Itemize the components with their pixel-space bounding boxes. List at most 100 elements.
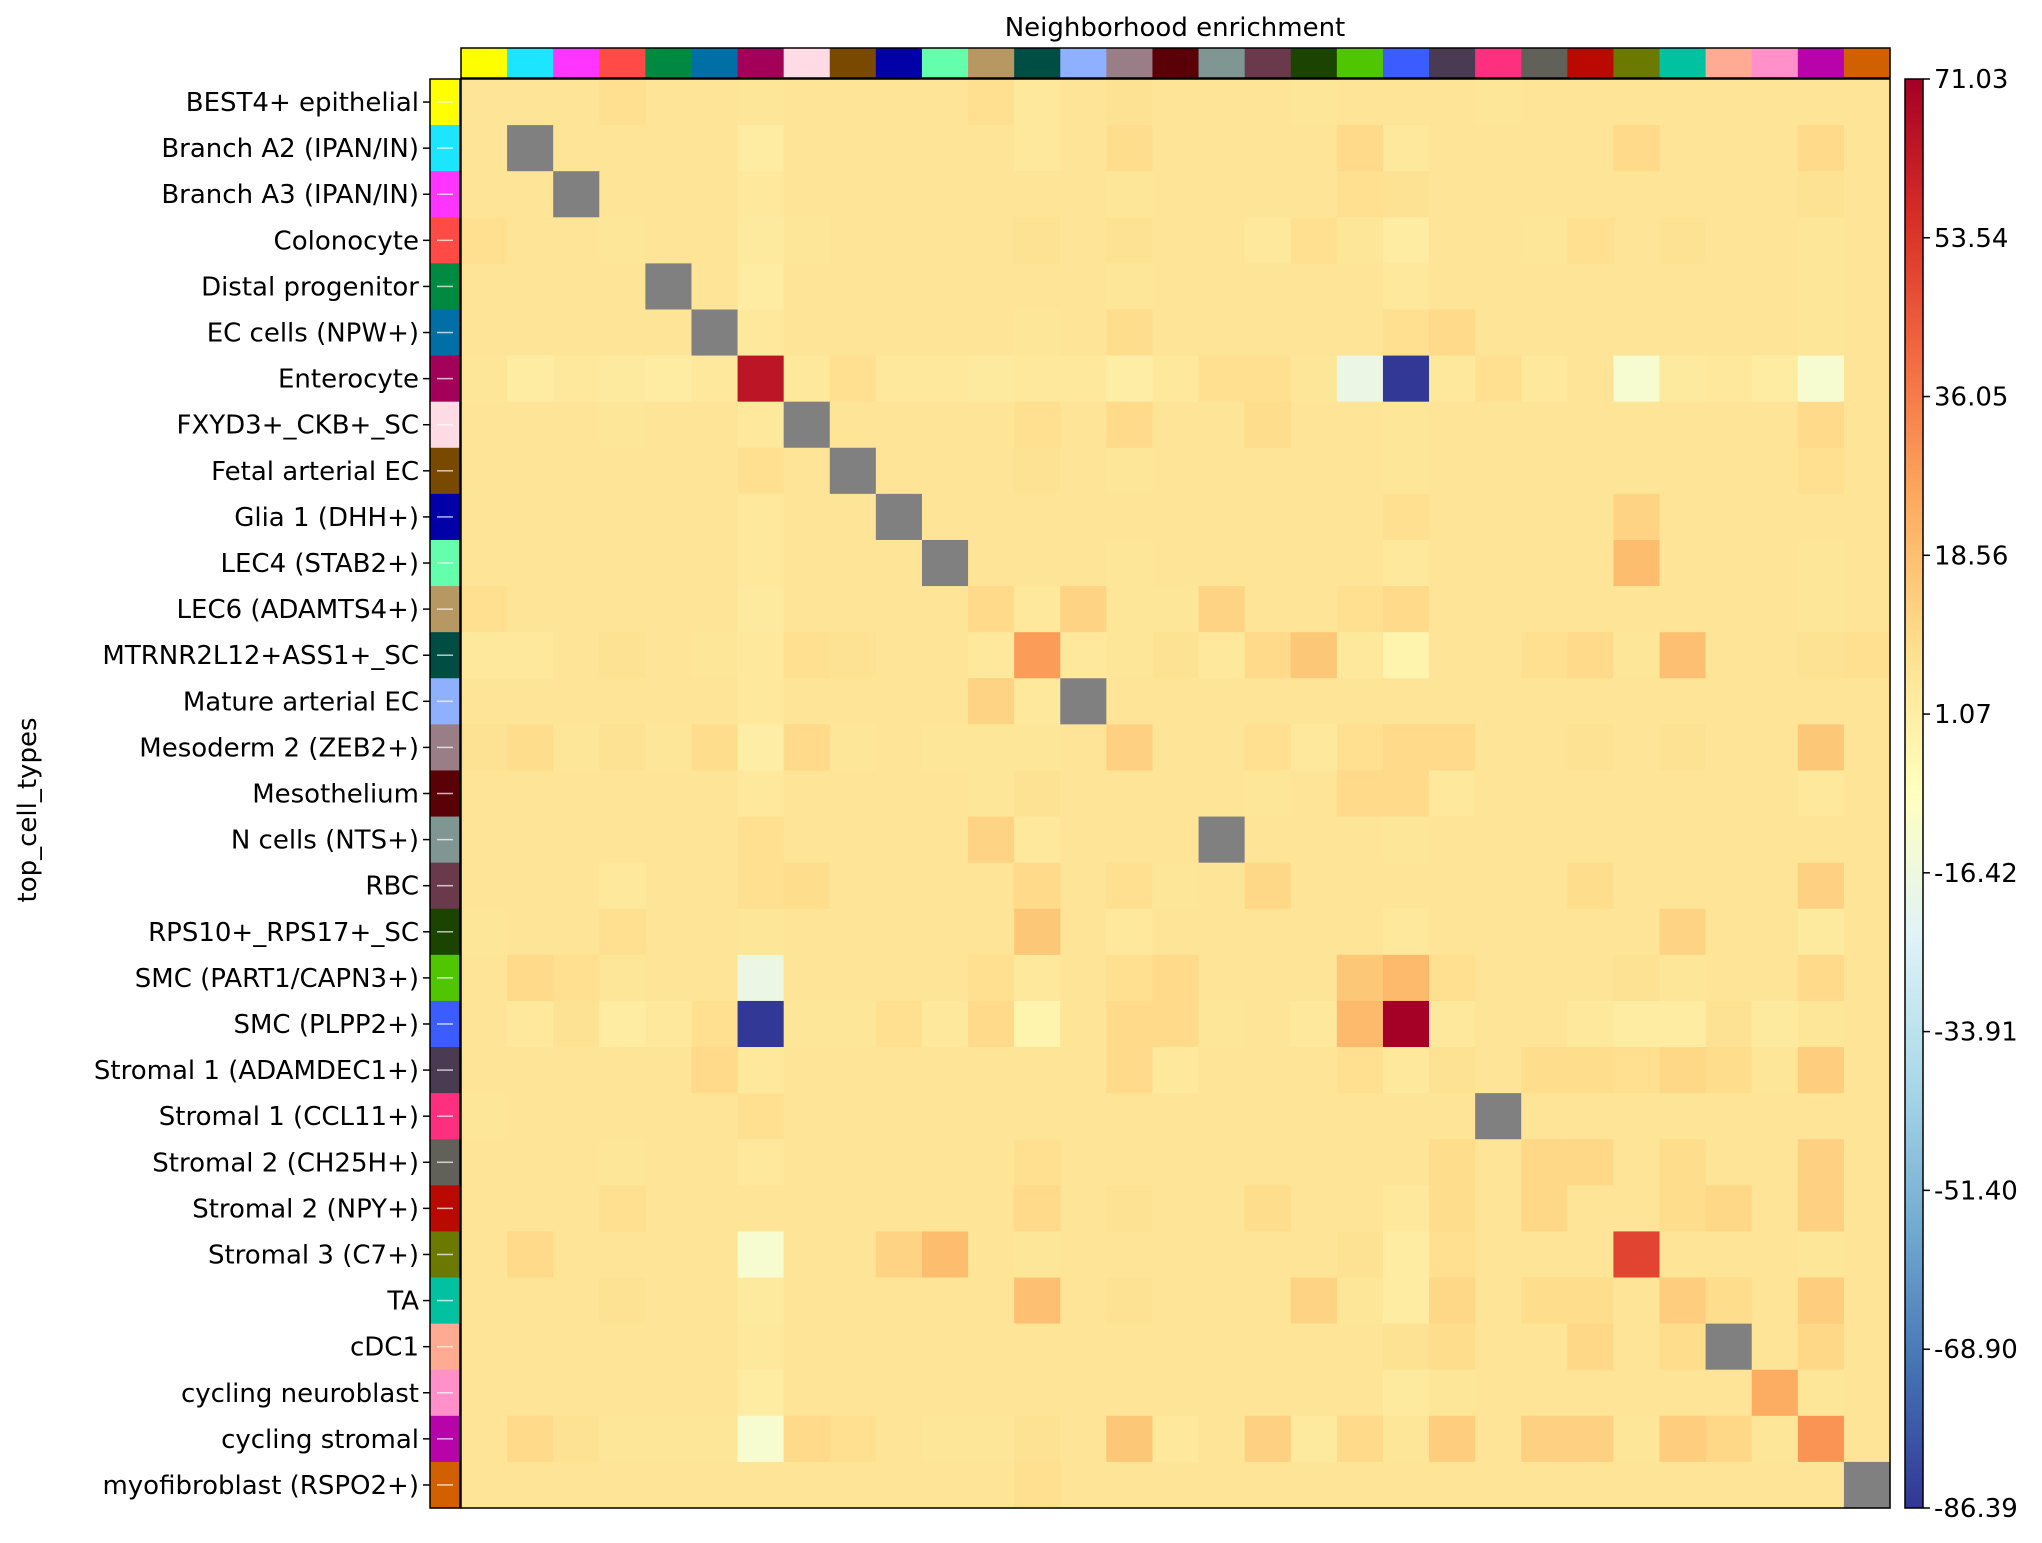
heatmap-cell (553, 1323, 600, 1371)
heatmap-cell (507, 1231, 554, 1279)
heatmap-cell (1290, 1000, 1338, 1048)
heatmap-cell (1613, 493, 1661, 541)
heatmap-cell (1336, 1139, 1384, 1186)
heatmap-cell (507, 770, 554, 818)
heatmap-cell (1751, 1369, 1799, 1417)
heatmap-cell (1429, 770, 1476, 818)
heatmap-cell (553, 1000, 600, 1048)
heatmap-cell (599, 1047, 646, 1094)
heatmap-cell (1290, 954, 1338, 1002)
heatmap-cell (1152, 632, 1200, 679)
heatmap-cell (1475, 586, 1522, 633)
heatmap-cell (1751, 724, 1799, 772)
top-strip-swatch (968, 48, 1015, 78)
heatmap-cell (553, 539, 600, 587)
row-label: Stromal 3 (C7+) (208, 1240, 419, 1270)
row-label: Mesoderm 2 (ZEB2+) (139, 733, 419, 763)
heatmap-cell (1382, 586, 1430, 633)
heatmap-cell (1244, 401, 1292, 449)
heatmap-cell (1475, 1323, 1522, 1371)
heatmap-cell (1014, 586, 1061, 633)
heatmap-cell (1198, 816, 1246, 864)
heatmap-cell (1705, 1000, 1753, 1048)
heatmap-cell (553, 355, 600, 403)
heatmap-cell (1613, 632, 1661, 679)
colorbar-gradient (1904, 78, 1924, 1509)
heatmap-cell (1429, 1047, 1476, 1094)
heatmap-cell (1244, 1000, 1292, 1048)
heatmap-cell (1659, 263, 1707, 311)
heatmap-cell (645, 816, 693, 864)
heatmap-cell (1106, 816, 1154, 864)
heatmap-cell (1843, 79, 1891, 126)
heatmap-cell (921, 1323, 969, 1371)
top-strip-swatch (1751, 48, 1799, 78)
heatmap-cell (1751, 1277, 1799, 1325)
top-strip-swatch (507, 48, 554, 78)
heatmap-cell (691, 447, 739, 495)
top-strip-swatch (737, 48, 785, 78)
heatmap-cell (1613, 724, 1661, 772)
heatmap-cell (1106, 1231, 1154, 1279)
heatmap-cell (1843, 1231, 1891, 1279)
heatmap-cell (599, 770, 646, 818)
heatmap-cell (507, 1139, 554, 1186)
heatmap-cell (737, 1139, 785, 1186)
heatmap-cell (461, 1277, 508, 1325)
heatmap-cell (737, 1277, 785, 1325)
row-label: Distal progenitor (201, 272, 419, 302)
heatmap-cell (1613, 79, 1661, 126)
heatmap-cell (1475, 954, 1522, 1002)
heatmap-cell (1244, 1231, 1292, 1279)
heatmap-cell (1521, 908, 1568, 956)
heatmap-cell (783, 862, 831, 910)
heatmap-cell (553, 724, 600, 772)
heatmap-cell (1429, 1369, 1476, 1417)
heatmap-cell (1659, 171, 1707, 218)
row-label: Stromal 1 (CCL11+) (159, 1102, 419, 1132)
heatmap-cell (1290, 263, 1338, 311)
top-strip-swatch (1382, 48, 1430, 78)
heatmap-cell (1567, 770, 1615, 818)
heatmap-cell (1336, 1323, 1384, 1371)
heatmap-cell (1198, 1139, 1246, 1186)
heatmap-cell (1567, 586, 1615, 633)
heatmap-cell (1290, 1461, 1338, 1509)
heatmap-cell (1106, 355, 1154, 403)
heatmap-cell (1244, 1461, 1292, 1509)
heatmap-cell (1429, 1185, 1476, 1233)
heatmap-cell (1797, 539, 1845, 587)
heatmap-cell (645, 724, 693, 772)
heatmap-cell (1613, 171, 1661, 218)
heatmap-cell (1797, 1000, 1845, 1048)
heatmap-cell (1659, 1093, 1707, 1140)
heatmap-cell (875, 401, 923, 449)
heatmap-cell (1751, 171, 1799, 218)
heatmap-cell (553, 401, 600, 449)
heatmap-cell (1521, 724, 1568, 772)
heatmap-cell (599, 309, 646, 357)
heatmap-cell (1014, 1000, 1061, 1048)
heatmap-cell (1198, 954, 1246, 1002)
heatmap-cell (1106, 862, 1154, 910)
heatmap-cell (968, 217, 1015, 264)
row-label: N cells (NTS+) (231, 826, 419, 856)
heatmap-cell (1843, 1369, 1891, 1417)
heatmap-cell (1060, 309, 1107, 357)
heatmap-cell (1567, 678, 1615, 725)
heatmap-cell (921, 1000, 969, 1048)
heatmap-cell (1290, 309, 1338, 357)
heatmap-cell (645, 1185, 693, 1233)
top-strip-swatch (1843, 48, 1891, 78)
heatmap-cell (1336, 1277, 1384, 1325)
heatmap-cell (645, 1369, 693, 1417)
heatmap-cell (875, 309, 923, 357)
heatmap-cell (1336, 862, 1384, 910)
heatmap-cell (1290, 1185, 1338, 1233)
heatmap-cell (1382, 263, 1430, 311)
heatmap-cell (1290, 1415, 1338, 1463)
heatmap-cell (1705, 263, 1753, 311)
heatmap-cell (1198, 678, 1246, 725)
heatmap-cell (783, 724, 831, 772)
heatmap-cell (875, 862, 923, 910)
